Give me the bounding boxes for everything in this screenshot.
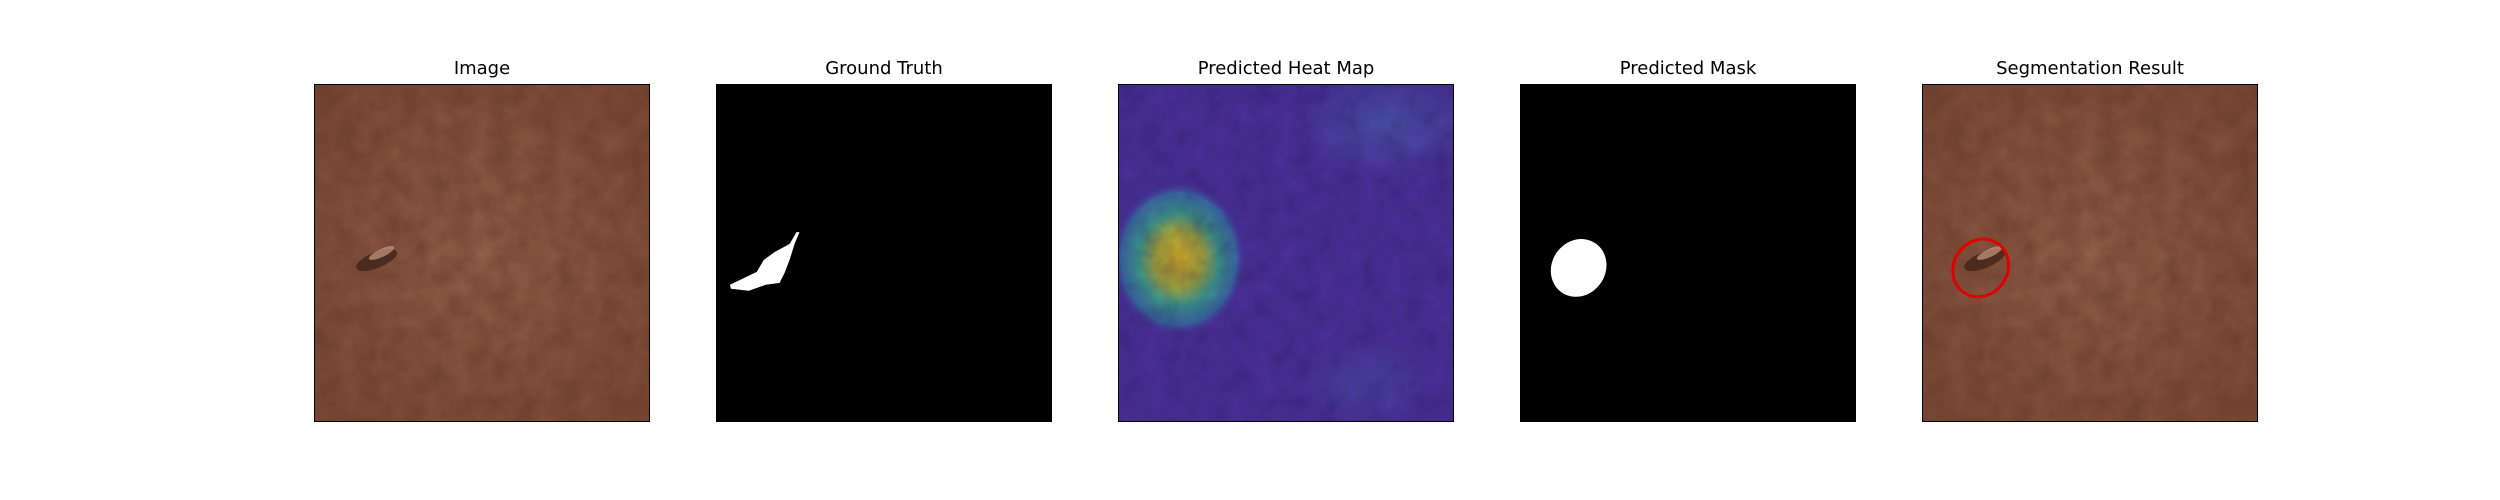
panel-image	[314, 84, 650, 422]
panel-title-image: Image	[453, 58, 511, 79]
panel-title-predicted-mask: Predicted Mask	[1619, 58, 1757, 79]
panel-title-segmentation-result: Segmentation Result	[1996, 58, 2184, 79]
panel-title-heat-map: Predicted Heat Map	[1197, 58, 1375, 79]
panel-predicted-mask	[1520, 84, 1856, 422]
heat-map-overlay	[1119, 85, 1453, 421]
panel-ground-truth	[716, 84, 1052, 422]
panel-heat-map	[1118, 84, 1454, 422]
ground-truth-mask	[717, 85, 1051, 421]
panel-segmentation-result	[1922, 84, 2258, 422]
segmentation-contour	[1951, 237, 2011, 299]
predicted-mask	[1521, 85, 1855, 421]
segmentation-overlay	[1923, 85, 2257, 421]
panel-title-ground-truth: Ground Truth	[825, 58, 943, 79]
leather-image	[315, 85, 649, 421]
